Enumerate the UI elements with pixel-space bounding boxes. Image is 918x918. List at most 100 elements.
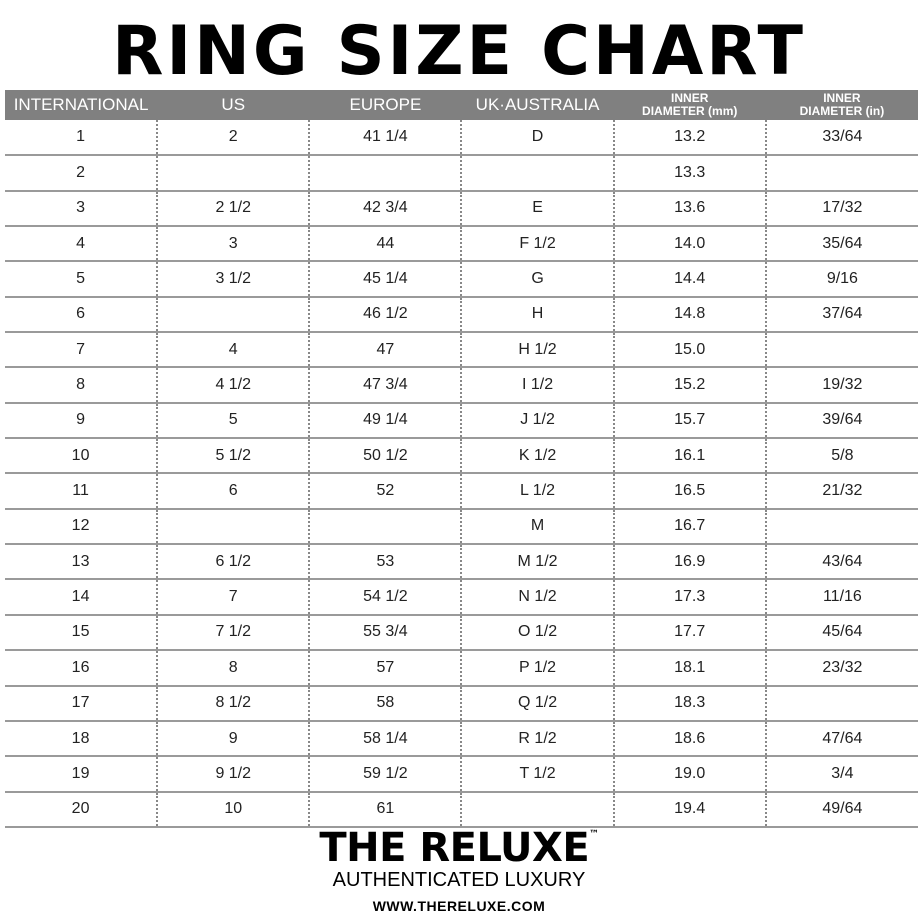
table-cell: 55 3/4 xyxy=(308,614,462,652)
table-cell: D xyxy=(460,120,614,157)
table-cell xyxy=(308,508,462,546)
table-cell: 8 xyxy=(5,367,158,404)
table-cell: 15.7 xyxy=(612,402,766,440)
table-cell: 3 xyxy=(5,190,158,228)
table-cell: 42 3/4 xyxy=(308,190,462,228)
table-cell: T 1/2 xyxy=(460,756,614,793)
column-header: INTERNATIONAL xyxy=(5,90,158,120)
table-cell: 47/64 xyxy=(764,720,918,758)
table-cell: 59 1/2 xyxy=(308,756,462,793)
table-cell: 4 1/2 xyxy=(156,367,310,404)
table-cell xyxy=(460,791,614,828)
table-row: 10 5 1/2 50 1/2 K 1/2 16.1 5/8 xyxy=(5,438,918,475)
table-cell: M xyxy=(460,508,614,546)
table-cell: 3 xyxy=(156,226,310,263)
table-cell: I 1/2 xyxy=(460,367,614,404)
table-row: 4 3 44 F 1/2 14.0 35/64 xyxy=(5,226,918,263)
table-cell: 47 xyxy=(308,332,462,369)
table-cell: 14 xyxy=(5,579,158,616)
table-cell xyxy=(156,296,310,334)
table-row: 7 4 47 H 1/2 15.0 xyxy=(5,332,918,369)
table-cell: 5/8 xyxy=(764,438,918,475)
table-cell: 6 xyxy=(5,296,158,334)
table-cell: J 1/2 xyxy=(460,402,614,440)
table-cell xyxy=(764,332,918,369)
table-row: 14 7 54 1/2 N 1/2 17.3 11/16 xyxy=(5,579,918,616)
table-cell: 47 3/4 xyxy=(308,367,462,404)
header-line: DIAMETER (mm) xyxy=(642,104,738,118)
table-cell: 8 1/2 xyxy=(156,685,310,722)
table-cell: 52 xyxy=(308,473,462,510)
table-cell: 5 1/2 xyxy=(156,438,310,475)
table-cell: 58 1/4 xyxy=(308,720,462,758)
table-cell: F 1/2 xyxy=(460,226,614,263)
table-row: 15 7 1/2 55 3/4 O 1/2 17.7 45/64 xyxy=(5,614,918,652)
table-cell: E xyxy=(460,190,614,228)
table-row: 17 8 1/2 58 Q 1/2 18.3 xyxy=(5,685,918,722)
table-cell xyxy=(156,508,310,546)
table-cell: 4 xyxy=(5,226,158,263)
table-cell: 12 xyxy=(5,508,158,546)
website-url[interactable]: WWW.THERELUXE.COM xyxy=(372,898,546,914)
table-cell: 19.4 xyxy=(612,791,766,828)
table-cell: 18.3 xyxy=(612,685,766,722)
table-cell: 6 1/2 xyxy=(156,544,310,581)
table-cell: 33/64 xyxy=(764,120,918,157)
brand-logo: THE RELUXE™ AUTHENTICATED LUXURY WWW.THE… xyxy=(0,826,918,914)
table-cell: 35/64 xyxy=(764,226,918,263)
table-cell xyxy=(764,155,918,192)
table-cell: 2 xyxy=(5,155,158,192)
table-cell: 23/32 xyxy=(764,650,918,687)
table-cell: 46 1/2 xyxy=(308,296,462,334)
table-cell xyxy=(156,155,310,192)
table-cell: 19/32 xyxy=(764,367,918,404)
table-cell: 18 xyxy=(5,720,158,758)
table-cell: 14.4 xyxy=(612,261,766,298)
table-cell: 18.1 xyxy=(612,650,766,687)
header-line: INNER xyxy=(823,91,861,105)
table-cell: O 1/2 xyxy=(460,614,614,652)
table-cell: 43/64 xyxy=(764,544,918,581)
table-cell: 5 xyxy=(156,402,310,440)
table-cell: 16.9 xyxy=(612,544,766,581)
brand-name: THE RELUXE xyxy=(319,825,590,871)
table-cell: 45/64 xyxy=(764,614,918,652)
table-cell: Q 1/2 xyxy=(460,685,614,722)
table-cell: 13.2 xyxy=(612,120,766,157)
table-row: 12 M 16.7 xyxy=(5,508,918,546)
table-cell: 15.2 xyxy=(612,367,766,404)
table-cell: 20 xyxy=(5,791,158,828)
table-cell: H xyxy=(460,296,614,334)
table-cell: 13.3 xyxy=(612,155,766,192)
table-cell: 2 xyxy=(156,120,310,157)
table-cell: 49/64 xyxy=(764,791,918,828)
column-header: INNER DIAMETER (mm) xyxy=(613,90,766,120)
table-cell: 54 1/2 xyxy=(308,579,462,616)
table-cell: 19.0 xyxy=(612,756,766,793)
table-cell: 14.0 xyxy=(612,226,766,263)
table-cell: 17.7 xyxy=(612,614,766,652)
table-row: 6 46 1/2 H 14.8 37/64 xyxy=(5,296,918,334)
table-cell: 17/32 xyxy=(764,190,918,228)
table-cell: 17.3 xyxy=(612,579,766,616)
table-cell: 11/16 xyxy=(764,579,918,616)
table-cell: 13 xyxy=(5,544,158,581)
table-cell: 9 1/2 xyxy=(156,756,310,793)
table-cell xyxy=(764,685,918,722)
table-cell: 7 1/2 xyxy=(156,614,310,652)
table-cell: 6 xyxy=(156,473,310,510)
table-cell: 5 xyxy=(5,261,158,298)
table-cell: 18.6 xyxy=(612,720,766,758)
table-row: 18 9 58 1/4 R 1/2 18.6 47/64 xyxy=(5,720,918,758)
table-cell: 41 1/4 xyxy=(308,120,462,157)
table-row: 13 6 1/2 53 M 1/2 16.9 43/64 xyxy=(5,544,918,581)
table-cell: 2 1/2 xyxy=(156,190,310,228)
page-title: RING SIZE CHART xyxy=(112,12,806,91)
table-cell: H 1/2 xyxy=(460,332,614,369)
table-cell: 3 1/2 xyxy=(156,261,310,298)
table-cell: 10 xyxy=(156,791,310,828)
column-header: EUROPE xyxy=(309,90,462,120)
table-cell: 21/32 xyxy=(764,473,918,510)
